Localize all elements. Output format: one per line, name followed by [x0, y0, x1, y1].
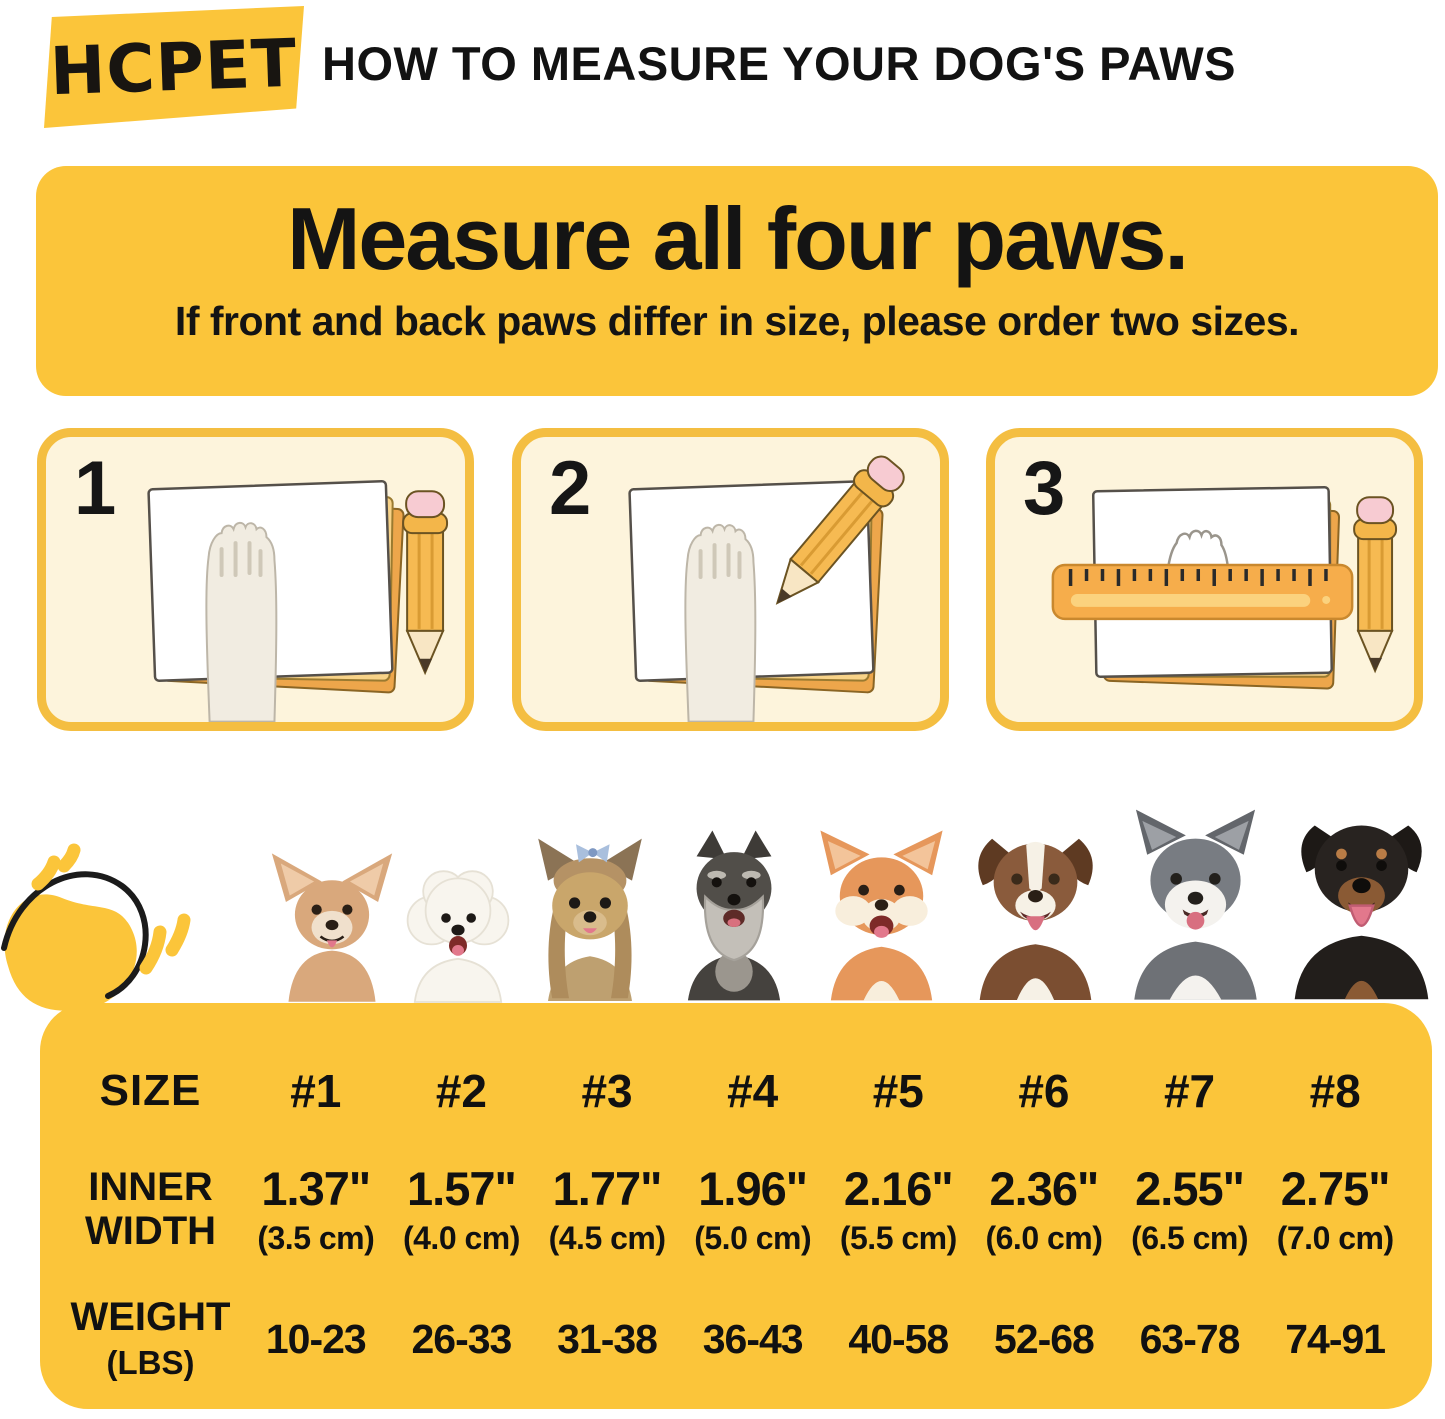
- size-value: #8: [1309, 1064, 1361, 1117]
- weight-range: 74-91: [1285, 1315, 1386, 1362]
- inner-width-inches: 1.57": [407, 1162, 517, 1215]
- paw-icon: [205, 521, 278, 722]
- weight-range: 31-38: [557, 1315, 658, 1362]
- dog-photo-chihuahua: [268, 840, 396, 1010]
- inner-width-cm: (5.0 cm): [694, 1220, 812, 1256]
- weight-range: 40-58: [848, 1315, 949, 1362]
- size-value: #3: [581, 1064, 633, 1117]
- inner-width-cm: (4.5 cm): [548, 1220, 666, 1256]
- weight-range: 36-43: [702, 1315, 804, 1362]
- inner-width-cm: (5.5 cm): [839, 1220, 957, 1256]
- inner-width-inches: 1.77": [552, 1162, 663, 1215]
- ruler-icon: [1051, 563, 1354, 621]
- dog-photo-shiba-inu: [807, 812, 956, 1010]
- banner-subheading: If front and back paws differ in size, p…: [174, 298, 1300, 344]
- size-value: #6: [1018, 1064, 1070, 1117]
- weight-range: 26-33: [411, 1315, 513, 1362]
- inner-width-row-label: INNER WIDTH: [84, 1165, 217, 1253]
- dog-photo-bichon-frise: [398, 850, 518, 1010]
- hcpet-logo-text: HCPET: [49, 24, 299, 110]
- size-value: #4: [727, 1064, 779, 1117]
- dog-photo-alaskan-malamute: [1115, 796, 1276, 1010]
- weight-range: 52-68: [994, 1315, 1095, 1362]
- weight-range: 63-78: [1139, 1315, 1241, 1362]
- size-chart: SIZE #1 #2 #3 #4 #5 #6 #7 #8 INNER WIDTH…: [40, 1003, 1432, 1409]
- page-title: HOW TO MEASURE YOUR DOG'S PAWS: [322, 37, 1237, 90]
- step-number-1: 1: [74, 446, 117, 531]
- inner-width-inches: 1.37": [261, 1162, 371, 1215]
- tracing-paw-illustration: [628, 455, 905, 722]
- dogs-row: [268, 788, 1445, 1010]
- size-chart-grid: SIZE #1 #2 #3 #4 #5 #6 #7 #8 INNER WIDTH…: [40, 1003, 1432, 1398]
- inner-width-cm: (6.0 cm): [985, 1220, 1103, 1256]
- weight-row-label: WEIGHT (LBS): [70, 1295, 231, 1381]
- inner-width-inches: 2.16": [843, 1162, 954, 1215]
- pencil-icon: [775, 455, 905, 605]
- hcpet-logo: HCPET: [44, 6, 304, 128]
- paw-on-paper-illustration: [147, 480, 449, 722]
- pencil-icon: [402, 490, 449, 676]
- step-card-2: 2: [512, 428, 949, 731]
- step-card-1: 1: [37, 428, 474, 731]
- size-value: #2: [435, 1064, 488, 1117]
- inner-width-inches: 2.55": [1135, 1162, 1245, 1215]
- weight-range: 10-23: [265, 1315, 367, 1362]
- step-number-3: 3: [1023, 446, 1066, 531]
- inner-width-inches: 2.36": [989, 1162, 1100, 1215]
- inner-width-inches: 1.96": [698, 1162, 808, 1215]
- paw-icon: [684, 523, 757, 722]
- inner-width-cm: (6.5 cm): [1131, 1220, 1249, 1256]
- step-number-2: 2: [549, 446, 592, 531]
- dog-photo-yorkshire-terrier: [520, 824, 660, 1010]
- dog-photo-miniature-schnauzer: [662, 818, 806, 1010]
- dog-photo-australian-shepherd: [958, 804, 1113, 1010]
- ruler-measuring-illustration: [1051, 485, 1398, 690]
- banner-heading: Measure all four paws.: [287, 189, 1189, 288]
- swoosh-decoration: [1, 843, 191, 1011]
- inner-width-cm: (4.0 cm): [402, 1220, 520, 1256]
- step-card-3: 3: [986, 428, 1423, 731]
- size-value: #5: [872, 1064, 924, 1117]
- paw-outline-icon: [1164, 529, 1231, 619]
- inner-width-cm: (3.5 cm): [257, 1220, 375, 1256]
- dog-photo-rottweiler: [1278, 788, 1445, 1010]
- size-value: #1: [290, 1064, 342, 1117]
- size-value: #7: [1163, 1064, 1216, 1117]
- pencil-icon: [1353, 496, 1398, 674]
- size-row-label: SIZE: [99, 1065, 202, 1115]
- inner-width-cm: (7.0 cm): [1276, 1220, 1394, 1256]
- inner-width-inches: 2.75": [1280, 1162, 1391, 1215]
- banner: Measure all four paws. If front and back…: [36, 166, 1438, 396]
